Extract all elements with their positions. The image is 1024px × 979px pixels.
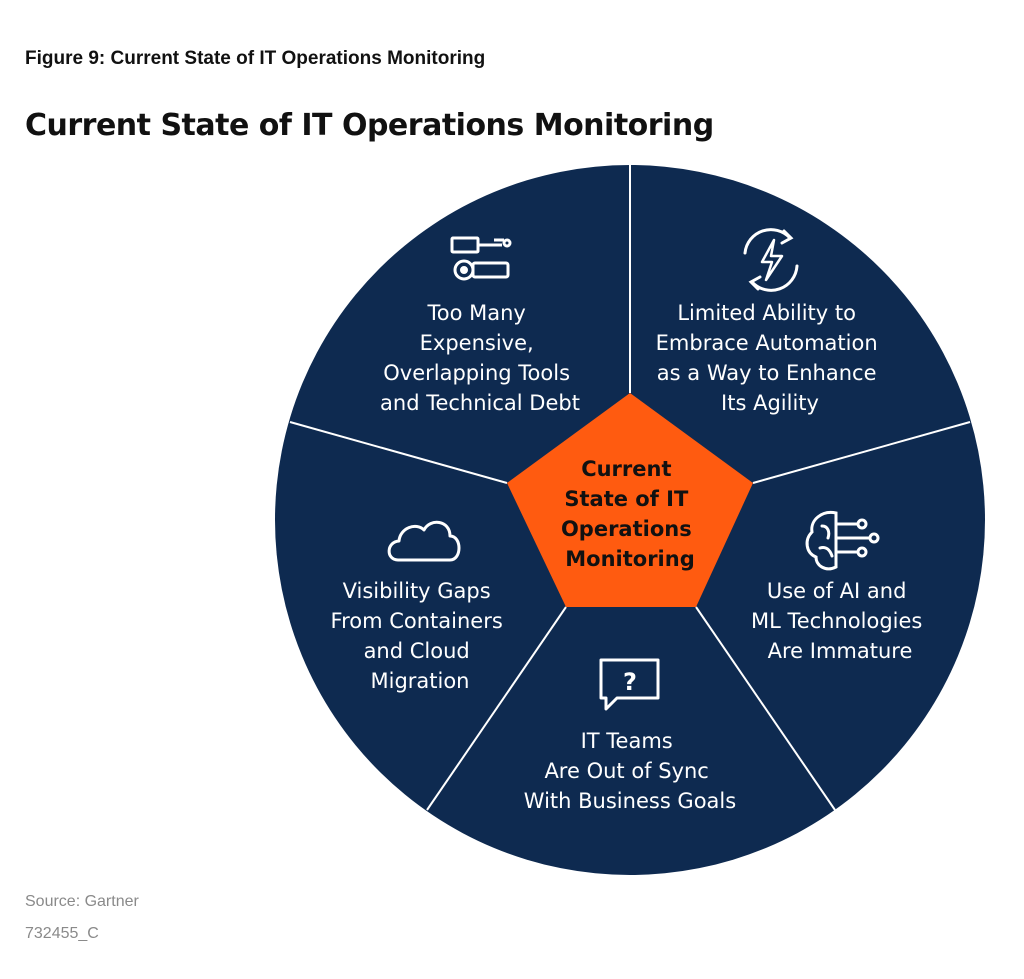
- segment-line: With Business Goals: [524, 789, 736, 813]
- segment-line: and Cloud: [364, 639, 470, 663]
- segment-line: Use of AI and: [767, 579, 907, 603]
- segment-label-tools: Too Many Expensive, Overlapping Tools an…: [380, 301, 580, 415]
- tools-icon: [450, 236, 512, 281]
- divider-bottom-left: [426, 606, 567, 811]
- segment-line: From Containers: [331, 609, 503, 633]
- center-pentagon: [507, 393, 753, 607]
- ai-brain-icon: [805, 510, 880, 571]
- segment-line: Migration: [370, 669, 469, 693]
- segment-line: Too Many: [426, 301, 525, 325]
- wheel-dividers: [289, 165, 971, 811]
- segment-line: Limited Ability to: [677, 301, 856, 325]
- segment-line: ML Technologies: [751, 609, 922, 633]
- diagram-title: Current State of IT Operations Monitorin…: [25, 108, 714, 143]
- segment-line: as a Way to Enhance: [657, 361, 877, 385]
- divider-bottom-right: [695, 606, 836, 811]
- segment-line: Expensive,: [420, 331, 534, 355]
- segment-label-ai: Use of AI and ML Technologies Are Immatu…: [751, 579, 929, 663]
- center-label: Current State of IT Operations Monitorin…: [561, 457, 699, 571]
- figure-caption: Figure 9: Current State of IT Operations…: [25, 48, 486, 69]
- question-mark-glyph: ?: [623, 668, 637, 696]
- center-line: Monitoring: [565, 547, 694, 571]
- segment-line: IT Teams: [581, 729, 673, 753]
- divider-left: [289, 421, 508, 484]
- automation-icon: [743, 228, 799, 292]
- segment-label-automation: Limited Ability to Embrace Automation as…: [656, 301, 885, 415]
- center-line: State of IT: [564, 487, 689, 511]
- segment-line: Are Immature: [768, 639, 913, 663]
- source-note: Source: Gartner: [25, 893, 139, 910]
- segment-label-visibility: Visibility Gaps From Containers and Clou…: [331, 579, 510, 693]
- segment-line: Its Agility: [721, 391, 819, 415]
- document-id: 732455_C: [25, 925, 99, 942]
- segment-line: Visibility Gaps: [343, 579, 491, 603]
- segment-line: Overlapping Tools: [383, 361, 570, 385]
- segment-line: Are Out of Sync: [544, 759, 708, 783]
- center-line: Current: [581, 457, 671, 481]
- segment-line: and Technical Debt: [380, 391, 580, 415]
- divider-right: [752, 421, 971, 484]
- segment-line: Embrace Automation: [656, 331, 878, 355]
- question-bubble-icon: [599, 658, 660, 711]
- cloud-icon: [387, 520, 461, 562]
- segment-label-teams: IT Teams Are Out of Sync With Business G…: [524, 729, 736, 813]
- center-line: Operations: [561, 517, 692, 541]
